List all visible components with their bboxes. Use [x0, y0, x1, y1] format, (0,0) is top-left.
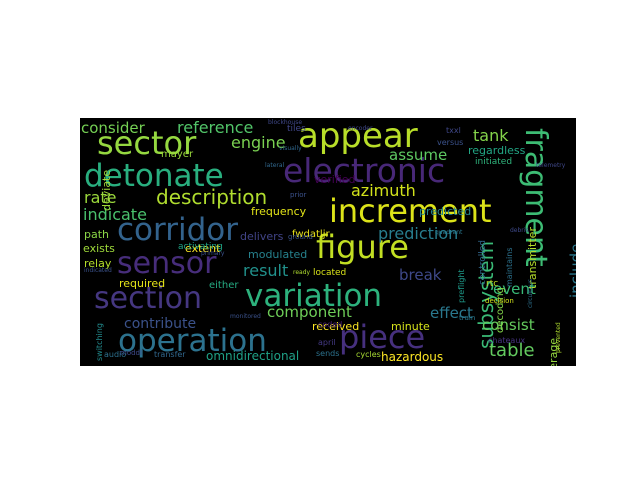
cloud-word: include — [567, 243, 576, 298]
cloud-word: relay — [84, 257, 112, 270]
cloud-word: tiles — [287, 124, 306, 134]
cloud-word: variation — [245, 278, 383, 314]
cloud-word: txxl — [446, 126, 461, 135]
cloud-word: assume — [389, 146, 448, 164]
cloud-word: audio — [104, 350, 127, 359]
cloud-word: exists — [83, 242, 115, 255]
cloud-word: required — [119, 277, 166, 290]
cloud-word: activating — [178, 242, 223, 252]
cloud-word: contribute — [124, 316, 197, 332]
cloud-word: cycles — [356, 350, 381, 359]
cloud-word: appear — [298, 118, 418, 156]
cloud-word: versus — [437, 138, 464, 147]
cloud-word: sensor — [117, 246, 217, 281]
cloud-word: hazardous — [381, 350, 444, 364]
cloud-word: omnidirectional — [206, 349, 300, 363]
cloud-word: circuitous — [527, 278, 534, 308]
cloud-word: azimuth — [351, 181, 416, 200]
cloud-word: path — [84, 228, 110, 241]
cloud-word: tank — [473, 126, 509, 145]
cloud-word: ground — [288, 233, 313, 241]
cloud-word: increment — [329, 192, 492, 230]
cloud-word: rate — [84, 188, 117, 207]
cloud-word: april — [318, 338, 336, 347]
cloud-word: break — [399, 266, 442, 284]
cloud-word: prior — [290, 191, 307, 199]
cloud-word: prediction — [378, 224, 459, 243]
cloud-word: initiated — [475, 157, 513, 167]
cloud-word: extent — [185, 242, 221, 255]
cloud-word: either — [209, 280, 239, 291]
cloud-word: indicated — [84, 267, 112, 274]
cloud-word: verified — [314, 173, 356, 186]
cloud-word: piece — [339, 318, 426, 356]
cloud-word: fwdatljr — [292, 229, 330, 240]
cloud-word: consider — [81, 119, 145, 137]
cloud-word: delivers — [240, 230, 284, 243]
cloud-word: lateral — [265, 162, 285, 169]
cloud-word: located — [313, 268, 347, 278]
cloud-word: effect — [430, 304, 473, 322]
cloud-word: decision — [485, 297, 514, 305]
cloud-word: modulated — [248, 248, 308, 261]
cloud-word: mayer — [161, 149, 194, 160]
cloud-word: coded — [318, 320, 343, 329]
cloud-word: detonate — [84, 158, 224, 194]
cloud-word: reference — [177, 118, 254, 137]
cloud-word: sector — [97, 124, 197, 162]
cloud-word: description — [156, 185, 268, 209]
cloud-word: transfer — [154, 350, 186, 359]
cloud-word: chateaux — [488, 336, 526, 345]
cloud-word: corridor — [117, 212, 238, 248]
cloud-word: indicate — [83, 205, 147, 224]
cloud-word: quadrant — [435, 229, 463, 236]
cloud-word: result — [243, 261, 289, 280]
cloud-word: ready — [293, 269, 311, 276]
cloud-word: predicted — [419, 205, 472, 218]
cloud-word: component — [267, 303, 352, 321]
cloud-word: engine — [231, 133, 286, 152]
cloud-word: operation — [118, 323, 267, 359]
cloud-word: minute — [391, 320, 430, 333]
cloud-word: maintains — [505, 247, 514, 288]
cloud-word: train — [459, 314, 476, 322]
cloud-word: encoder — [348, 125, 373, 132]
cloud-word: prevented — [555, 322, 562, 353]
cloud-word: electronic — [283, 151, 446, 190]
cloud-word: primary — [201, 250, 225, 257]
cloud-word: decoding — [495, 287, 506, 333]
cloud-word: received — [312, 320, 360, 333]
cloud-word: table — [489, 340, 535, 361]
cloud-word: blockhouse — [268, 119, 303, 126]
cloud-word: moddl — [120, 349, 142, 357]
cloud-word: figure — [316, 228, 409, 266]
cloud-word: preflight — [457, 269, 466, 303]
cloud-word: switching — [95, 323, 104, 361]
cloud-word: deviate — [100, 169, 113, 211]
cloud-word: section — [94, 281, 203, 316]
cloud-word: event — [493, 280, 536, 298]
cloud-word: regardless — [468, 144, 526, 157]
cloud-word: telemetry — [536, 162, 566, 169]
cloud-word: sends — [316, 349, 340, 358]
cloud-word: debris — [510, 227, 529, 234]
cloud-word: monitored — [230, 313, 261, 320]
word-cloud: appear sector electronic detonate increm… — [80, 118, 576, 366]
cloud-word: visually — [279, 145, 302, 152]
cloud-word: consist — [482, 316, 535, 334]
cloud-word: frequency — [251, 205, 307, 218]
cloud-word: rtc — [486, 279, 499, 289]
